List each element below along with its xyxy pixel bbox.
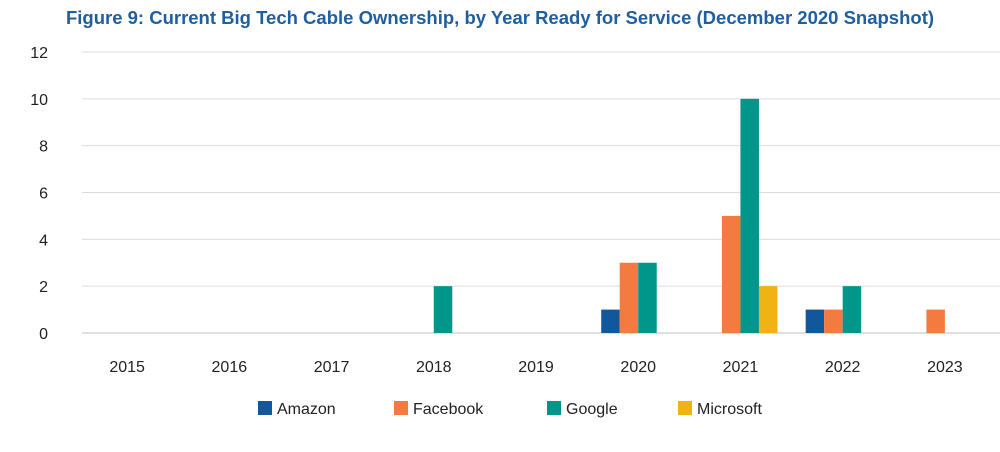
y-tick-label: 10: [30, 92, 48, 109]
legend: Amazon Facebook Google Microsoft: [258, 401, 762, 418]
legend-label-microsoft: Microsoft: [697, 401, 762, 418]
bars: [433, 98, 945, 333]
bar-facebook-2021: [721, 215, 741, 333]
bar-amazon-2022: [805, 309, 825, 333]
y-tick-label: 4: [39, 232, 48, 249]
legend-label-google: Google: [566, 401, 618, 418]
y-tick-label: 6: [39, 186, 48, 203]
gridlines: [82, 51, 1000, 334]
y-tick-label: 8: [39, 139, 48, 156]
y-tick-label: 0: [39, 326, 48, 343]
legend-swatch-amazon: [258, 401, 272, 415]
x-axis: 2015 2016 2017 2018 2019 2020 2021 2022 2023: [109, 359, 962, 376]
x-tick-label: 2016: [212, 359, 248, 376]
bar-amazon-2020: [601, 309, 620, 333]
bar-google-2018: [433, 286, 453, 333]
x-tick-label: 2021: [723, 359, 759, 376]
bar-google-2020: [638, 262, 657, 333]
bar-facebook-2022: [824, 309, 843, 333]
bar-facebook-2023: [926, 309, 945, 333]
y-axis: 0 2 4 6 8 10 12: [30, 45, 48, 343]
y-tick-label: 2: [39, 279, 48, 296]
y-tick-label: 12: [30, 45, 48, 62]
legend-swatch-microsoft: [678, 401, 692, 415]
legend-label-facebook: Facebook: [413, 401, 484, 418]
bar-google-2022: [842, 286, 862, 333]
x-tick-label: 2020: [620, 359, 656, 376]
legend-swatch-facebook: [394, 401, 408, 415]
x-tick-label: 2023: [927, 359, 963, 376]
x-tick-label: 2015: [109, 359, 145, 376]
x-tick-label: 2022: [825, 359, 861, 376]
bar-google-2021: [740, 98, 759, 333]
bar-microsoft-2021: [758, 286, 778, 333]
x-tick-label: 2019: [518, 359, 554, 376]
bar-facebook-2020: [619, 262, 639, 333]
legend-label-amazon: Amazon: [277, 401, 336, 418]
chart-title: Figure 9: Current Big Tech Cable Ownersh…: [65, 7, 935, 28]
x-tick-label: 2017: [314, 359, 350, 376]
x-tick-label: 2018: [416, 359, 452, 376]
legend-swatch-google: [547, 401, 561, 415]
